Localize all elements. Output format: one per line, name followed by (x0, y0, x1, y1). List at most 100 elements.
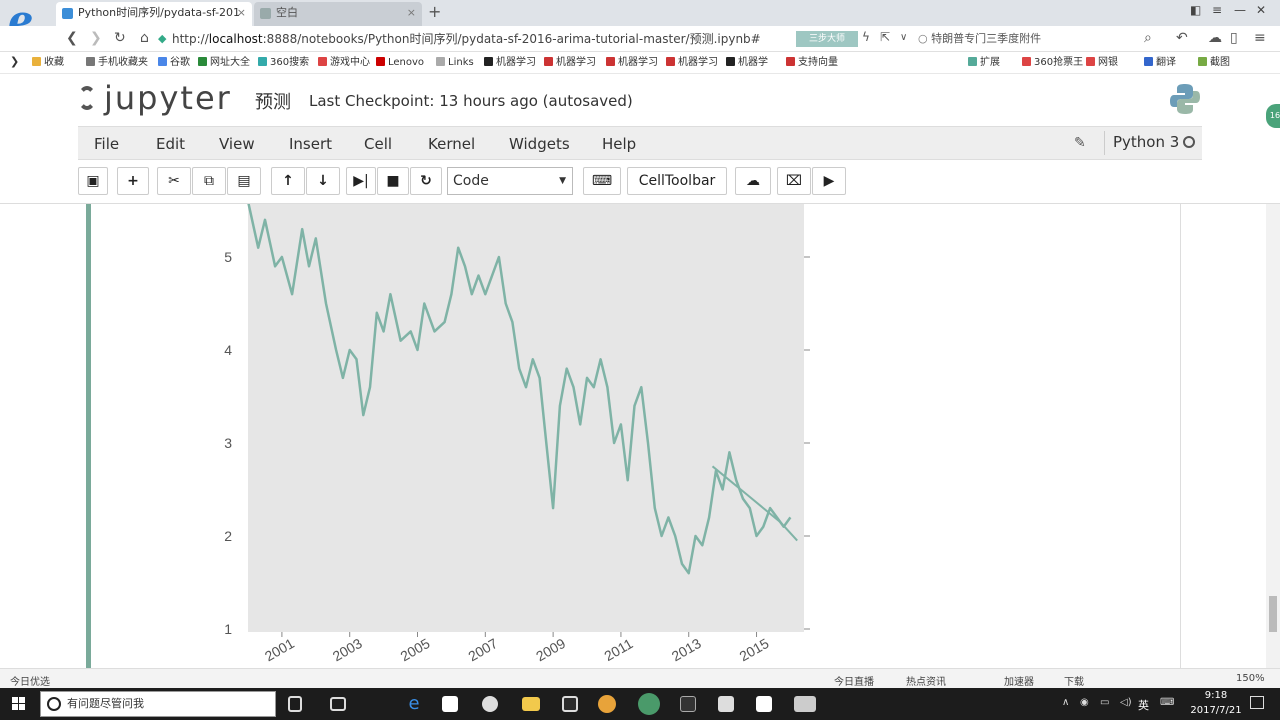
search-input[interactable]: ○ 特朗普专门三季度附件 (918, 30, 1158, 48)
reader-icon[interactable]: ▯ (1230, 30, 1238, 46)
url-field[interactable]: http://localhost:8888/notebooks/Python时间… (172, 30, 792, 48)
clock-time[interactable]: 9:18 (1204, 690, 1228, 701)
status-promo[interactable]: 今日优选 (10, 677, 50, 688)
notebook-name[interactable]: 预测 (255, 92, 291, 113)
bookmark-item[interactable]: 机器学习 (484, 56, 536, 70)
browser-360-icon[interactable] (598, 695, 616, 713)
bookmark-item[interactable]: 扩展 (968, 56, 1000, 70)
save-button[interactable]: ▣ (78, 167, 108, 195)
bookmark-item[interactable]: 网银 (1086, 56, 1118, 70)
status-download[interactable]: 下载 (1064, 677, 1084, 688)
menu-edit[interactable]: Edit (156, 135, 186, 153)
menu-file[interactable]: File (94, 135, 120, 153)
tray-language[interactable]: 英 (1138, 699, 1149, 712)
copy-button[interactable]: ⧉ (192, 167, 226, 195)
restart-button[interactable]: ↻ (410, 167, 442, 195)
gift-button[interactable]: ⌧ (777, 167, 811, 195)
menu-icon[interactable]: ≡ (1212, 3, 1223, 17)
insert-cell-button[interactable]: + (117, 167, 149, 195)
task-view-icon[interactable] (330, 697, 346, 711)
tray-arrow-icon[interactable]: ∧ (1062, 697, 1070, 708)
bookmark-toggle-icon[interactable]: ❯ (10, 55, 20, 68)
bookmark-item[interactable]: 360抢票王 (1022, 56, 1083, 70)
vertical-scrollbar[interactable] (1266, 204, 1280, 668)
skin-icon[interactable]: ◧ (1190, 3, 1202, 17)
menu-widgets[interactable]: Widgets (509, 135, 570, 153)
close-window-icon[interactable]: ✕ (1256, 3, 1267, 17)
bookmark-item[interactable]: 360搜索 (258, 56, 309, 70)
app-icon[interactable] (756, 696, 772, 712)
menu-insert[interactable]: Insert (289, 135, 333, 153)
bookmark-item[interactable]: 机器学 (726, 56, 768, 70)
tray-keyboard-icon[interactable]: ⌨ (1160, 697, 1175, 708)
bookmark-item[interactable]: 截图 (1198, 56, 1230, 70)
bookmark-item[interactable]: 机器学习 (606, 56, 658, 70)
bookmark-item[interactable]: 机器学习 (666, 56, 718, 70)
addr-helper-button[interactable]: 三步大师 (796, 31, 858, 47)
bookmark-item[interactable]: 收藏 (32, 56, 64, 70)
notification-icon[interactable] (1250, 696, 1264, 709)
run-button[interactable]: ▶| (346, 167, 376, 195)
undo-icon[interactable]: ↶ (1176, 30, 1188, 46)
command-palette-button[interactable]: ⌨ (583, 167, 621, 195)
tray-volume-icon[interactable]: ◁) (1120, 697, 1132, 708)
share-icon[interactable]: ⇱ (880, 30, 891, 44)
status-accelerator[interactable]: 加速器 (1004, 677, 1034, 688)
new-tab-button[interactable]: + (428, 2, 442, 21)
edge-icon[interactable]: e (408, 693, 420, 714)
browser-tab-blank[interactable]: 空白 × (254, 2, 422, 26)
move-up-button[interactable]: ↑ (271, 167, 305, 195)
upload-button[interactable]: ☁ (735, 167, 771, 195)
reload-icon[interactable]: ↻ (114, 30, 126, 46)
celltoolbar-button[interactable]: CellToolbar (627, 167, 727, 195)
menu-view[interactable]: View (219, 135, 255, 153)
terminal-icon[interactable] (562, 696, 578, 712)
status-news[interactable]: 热点资讯 (906, 677, 946, 688)
cell-type-select[interactable]: Code ▼ (447, 167, 573, 195)
app-icon[interactable] (718, 696, 734, 712)
bookmark-item[interactable]: 手机收藏夹 (86, 56, 148, 70)
menu-kernel[interactable]: Kernel (428, 135, 476, 153)
app-icon[interactable] (794, 696, 816, 712)
output-cell[interactable] (86, 204, 1181, 668)
start-windows-icon[interactable] (12, 697, 26, 711)
move-down-button[interactable]: ↓ (306, 167, 340, 195)
bookmark-item[interactable]: 翻译 (1144, 56, 1176, 70)
jupyter-logo-icon[interactable] (78, 86, 96, 110)
store-icon[interactable] (442, 696, 458, 712)
back-icon[interactable]: ❮ (66, 30, 78, 46)
minimize-icon[interactable]: — (1234, 3, 1246, 17)
bookmark-item[interactable]: 支持向量 (786, 56, 838, 70)
folder-icon[interactable] (522, 697, 540, 711)
bookmark-item[interactable]: 游戏中心 (318, 56, 370, 70)
scrollbar-thumb[interactable] (1269, 596, 1277, 632)
app-icon[interactable] (680, 696, 696, 712)
tab-close-icon[interactable]: × (406, 6, 416, 19)
status-zoom[interactable]: 150% (1236, 673, 1265, 684)
paste-button[interactable]: ▤ (227, 167, 261, 195)
clock-date[interactable]: 2017/7/21 (1190, 705, 1242, 716)
cloud-icon[interactable]: ☁ (1208, 30, 1222, 46)
menu-cell[interactable]: Cell (364, 135, 393, 153)
jupyter-app-icon[interactable] (638, 693, 660, 715)
tray-network-icon[interactable]: ◉ (1080, 697, 1089, 708)
task-view-icon[interactable] (288, 696, 302, 712)
search-go-icon[interactable]: ⌕ (1144, 30, 1152, 46)
video-button[interactable]: ▶ (812, 167, 846, 195)
tab-close-icon[interactable]: × (236, 6, 246, 19)
status-live[interactable]: 今日直播 (834, 677, 874, 688)
bookmark-item[interactable]: Links (436, 56, 474, 70)
more-icon[interactable]: ≡ (1254, 30, 1266, 46)
home-icon[interactable]: ⌂ (140, 30, 149, 46)
bookmark-item[interactable]: Lenovo (376, 56, 424, 70)
dropdown-icon[interactable]: ∨ (900, 32, 908, 43)
forward-icon[interactable]: ❯ (90, 30, 102, 46)
bookmark-item[interactable]: 网址大全 (198, 56, 250, 70)
edit-pencil-icon[interactable]: ✎ (1074, 135, 1086, 151)
side-badge[interactable]: 16 (1266, 104, 1280, 128)
cortana-search-input[interactable]: 有问题尽管问我 (40, 691, 276, 717)
browser-tab-notebook[interactable]: Python时间序列/pydata-sf-201 × (56, 2, 252, 26)
jupyter-logo-text[interactable]: jupyter (104, 79, 232, 117)
tray-wifi-icon[interactable]: ▭ (1100, 697, 1110, 708)
app-icon[interactable] (482, 696, 498, 712)
